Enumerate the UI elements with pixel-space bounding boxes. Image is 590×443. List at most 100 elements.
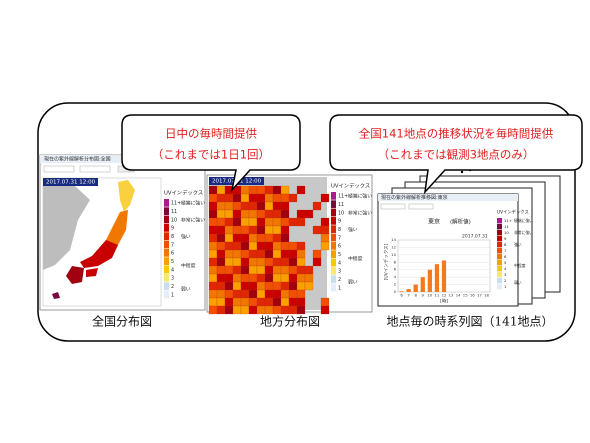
map-cell bbox=[224, 209, 234, 219]
map-cell bbox=[216, 257, 226, 267]
legend-level: 4 bbox=[504, 266, 507, 271]
map-cell bbox=[264, 289, 274, 299]
map-cell bbox=[240, 249, 250, 259]
map-cell bbox=[296, 265, 306, 275]
bar bbox=[427, 269, 432, 292]
select-box[interactable] bbox=[79, 165, 111, 173]
map-cell bbox=[264, 273, 274, 283]
map-cell bbox=[280, 241, 290, 251]
legend-level: 1 bbox=[504, 284, 507, 289]
regional-panel: 2017.07.31 12:00 UVインデックス11+111098765432… bbox=[206, 174, 373, 315]
x-tick-label: 7 bbox=[407, 293, 410, 298]
window-title: 現在の紫外線解析分布図:全国 bbox=[44, 156, 111, 163]
legend-label: 中程度 bbox=[348, 255, 363, 262]
map-cell bbox=[248, 257, 258, 267]
legend-level: 6 bbox=[171, 251, 174, 257]
map-cell bbox=[248, 225, 258, 235]
map-cell bbox=[264, 297, 274, 307]
legend-swatch bbox=[164, 199, 169, 207]
map-cell bbox=[224, 217, 234, 227]
legend: UVインデックス11+1110987654321極端に強い非常に強い強い中程度弱… bbox=[164, 189, 205, 299]
map-cell bbox=[264, 249, 274, 259]
map-cell bbox=[280, 273, 290, 283]
legend-swatch bbox=[331, 258, 336, 267]
map-cell bbox=[264, 281, 274, 291]
legend-swatch bbox=[497, 224, 502, 230]
select-box[interactable] bbox=[380, 203, 406, 210]
x-axis-label: [時] bbox=[440, 299, 448, 305]
national-panel: 現在の紫外線解析分布図:全国 2017.07.31 12:00 UVインデックス… bbox=[39, 154, 206, 311]
map-cell bbox=[304, 209, 314, 219]
map-cell bbox=[288, 297, 298, 307]
map-cell bbox=[320, 297, 330, 307]
x-tick-label: 17 bbox=[477, 293, 482, 298]
map-cell bbox=[248, 241, 258, 251]
map-cell bbox=[256, 249, 266, 259]
map-cell bbox=[272, 305, 282, 315]
map-cell bbox=[208, 289, 218, 299]
map-cell bbox=[296, 209, 306, 219]
legend-swatch bbox=[164, 224, 169, 232]
map-cell bbox=[248, 265, 258, 275]
map-cell bbox=[256, 297, 266, 307]
map-cell bbox=[224, 193, 234, 203]
legend-swatch bbox=[331, 267, 336, 275]
map-cell bbox=[256, 289, 266, 299]
map-cell bbox=[248, 289, 258, 299]
legend-level: 8 bbox=[338, 227, 341, 233]
legend-swatch bbox=[331, 200, 336, 209]
legend-swatch bbox=[164, 215, 169, 224]
legend-swatch bbox=[497, 230, 502, 236]
callout-line: 日中の毎時間提供 bbox=[165, 127, 257, 141]
legend-level: 3 bbox=[171, 276, 174, 282]
map-cells bbox=[208, 185, 330, 315]
map-cell bbox=[248, 281, 258, 291]
legend: UVインデックス11+1110987654321極端に強い非常に強い強い中程度弱… bbox=[331, 182, 372, 292]
callout-box bbox=[329, 114, 583, 195]
map-cell bbox=[272, 265, 282, 275]
map-cell bbox=[296, 281, 306, 291]
map-cell bbox=[312, 249, 322, 259]
select-box[interactable] bbox=[408, 203, 434, 210]
legend-level: 5 bbox=[504, 260, 507, 265]
map-cell bbox=[248, 209, 258, 219]
legend-swatch bbox=[331, 192, 336, 200]
legend-level: 5 bbox=[171, 259, 174, 265]
map-cell bbox=[320, 305, 330, 315]
map-cell bbox=[296, 217, 306, 227]
x-tick-label: 8 bbox=[414, 293, 417, 298]
map-cell bbox=[272, 297, 282, 307]
map-cell bbox=[280, 297, 290, 307]
y-tick-label: 4 bbox=[394, 274, 397, 279]
legend-label: 極端に強い bbox=[348, 193, 372, 200]
legend-level: 7 bbox=[338, 235, 341, 241]
legend-swatch bbox=[164, 290, 169, 299]
map-cell bbox=[288, 281, 298, 291]
select-box[interactable] bbox=[43, 165, 75, 173]
legend-swatch bbox=[164, 274, 169, 282]
bar bbox=[420, 277, 425, 292]
legend-level: 10 bbox=[338, 210, 344, 216]
map-cell bbox=[216, 209, 226, 219]
map-cell bbox=[304, 273, 314, 283]
x-tick-label: 15 bbox=[463, 293, 468, 298]
map-cell bbox=[288, 257, 298, 267]
legend-swatch bbox=[331, 283, 336, 292]
map-cell bbox=[232, 289, 242, 299]
map-cell bbox=[280, 265, 290, 275]
map-cell bbox=[320, 193, 330, 203]
map-cell bbox=[240, 185, 250, 195]
map-cell bbox=[280, 193, 290, 203]
map-cell bbox=[272, 257, 282, 267]
map-cell bbox=[216, 281, 226, 291]
x-tick-label: 13 bbox=[449, 293, 454, 298]
map-cell bbox=[296, 305, 306, 315]
map-cell bbox=[256, 281, 266, 291]
callout-line: （これまでは1日1回） bbox=[152, 148, 270, 162]
map-cell bbox=[288, 273, 298, 283]
map-cell bbox=[248, 233, 258, 243]
legend: UVインデックス11+1110987654321極端に強い非常に強い強い中程度弱… bbox=[497, 209, 533, 290]
legend-level: 5 bbox=[338, 252, 341, 258]
map-cell bbox=[224, 273, 234, 283]
map-cell bbox=[288, 305, 298, 315]
